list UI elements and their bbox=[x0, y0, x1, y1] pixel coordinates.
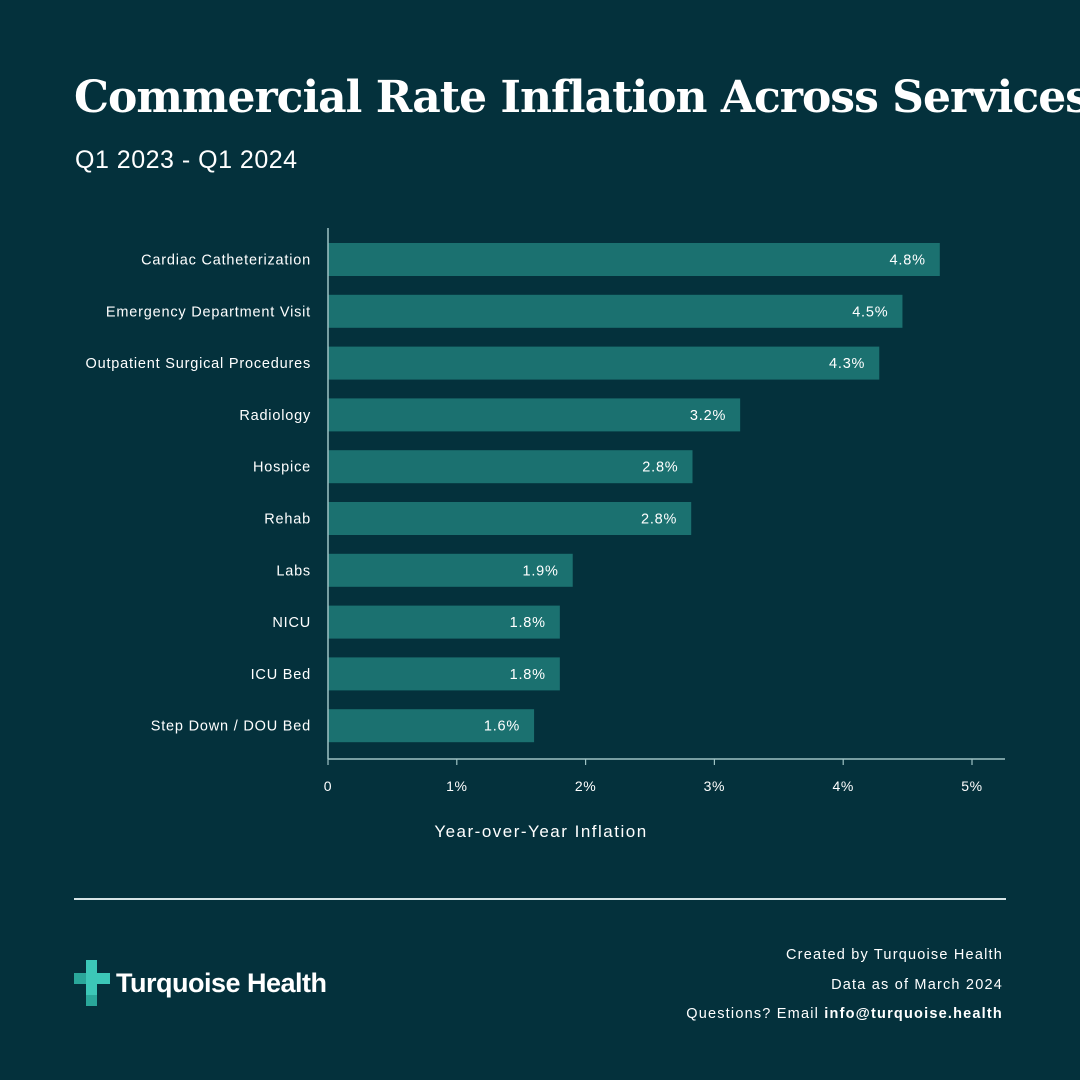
x-axis-title: Year-over-Year Inflation bbox=[434, 822, 647, 841]
chart-subtitle: Q1 2023 - Q1 2024 bbox=[75, 146, 298, 174]
questions-text: Questions? Email bbox=[686, 1006, 820, 1022]
x-tick-label-1: 1% bbox=[446, 778, 467, 794]
footer-divider bbox=[74, 898, 1006, 900]
bar-5 bbox=[328, 502, 692, 535]
bar-9 bbox=[328, 709, 535, 743]
bar-value-label-4: 2.8% bbox=[642, 460, 678, 476]
category-label-6: Labs bbox=[276, 563, 311, 579]
category-label-7: NICU bbox=[272, 615, 311, 631]
category-label-8: ICU Bed bbox=[251, 667, 311, 683]
bar-0 bbox=[328, 243, 940, 276]
contact-email-link[interactable]: info@turquoise.health bbox=[824, 1006, 1003, 1022]
bar-7 bbox=[328, 605, 560, 639]
bar-value-label-8: 1.8% bbox=[510, 667, 546, 683]
bar-value-label-7: 1.8% bbox=[510, 615, 546, 631]
category-label-9: Step Down / DOU Bed bbox=[151, 719, 311, 735]
x-tick-label-4: 4% bbox=[832, 778, 853, 794]
category-label-0: Cardiac Catheterization bbox=[141, 253, 311, 269]
bar-6 bbox=[328, 553, 573, 587]
x-tick-label-5: 5% bbox=[961, 778, 982, 794]
bar-2 bbox=[328, 346, 880, 380]
medical-cross-icon bbox=[74, 960, 110, 1006]
bar-3 bbox=[328, 398, 741, 432]
bar-value-label-3: 3.2% bbox=[690, 408, 726, 424]
bar-value-label-1: 4.5% bbox=[852, 304, 888, 320]
bar-value-label-6: 1.9% bbox=[522, 563, 558, 579]
data-date-text: Data as of March 2024 bbox=[831, 976, 1003, 993]
created-by-text: Created by Turquoise Health bbox=[786, 947, 1003, 963]
bar-1 bbox=[328, 294, 903, 328]
x-tick-label-3: 3% bbox=[704, 778, 725, 794]
credits: Created by Turquoise Health Data as of M… bbox=[686, 945, 1003, 1034]
x-tick-label-0: 0 bbox=[324, 778, 332, 794]
bar-4 bbox=[328, 450, 693, 484]
category-label-3: Radiology bbox=[239, 408, 311, 424]
category-label-4: Hospice bbox=[253, 460, 311, 476]
brand-name: Turquoise Health bbox=[116, 967, 327, 998]
bar-8 bbox=[328, 657, 560, 691]
bar-chart: 4.8% Cardiac Catheterization 4.5% Emergency… bbox=[86, 228, 1005, 841]
category-label-5: Rehab bbox=[264, 512, 311, 528]
brand-logo: Turquoise Health bbox=[74, 960, 327, 1006]
chart-title: Commercial Rate Inflation Across Service… bbox=[74, 72, 1080, 123]
contact-line: Questions? Email info@turquoise.health bbox=[686, 1004, 1003, 1034]
x-tick-label-2: 2% bbox=[575, 778, 596, 794]
category-label-2: Outpatient Surgical Procedures bbox=[86, 356, 312, 372]
bar-value-label-0: 4.8% bbox=[890, 253, 926, 269]
bar-value-label-2: 4.3% bbox=[829, 356, 865, 372]
bar-value-label-9: 1.6% bbox=[484, 719, 520, 735]
category-label-1: Emergency Department Visit bbox=[106, 304, 311, 320]
bar-value-label-5: 2.8% bbox=[641, 512, 677, 528]
